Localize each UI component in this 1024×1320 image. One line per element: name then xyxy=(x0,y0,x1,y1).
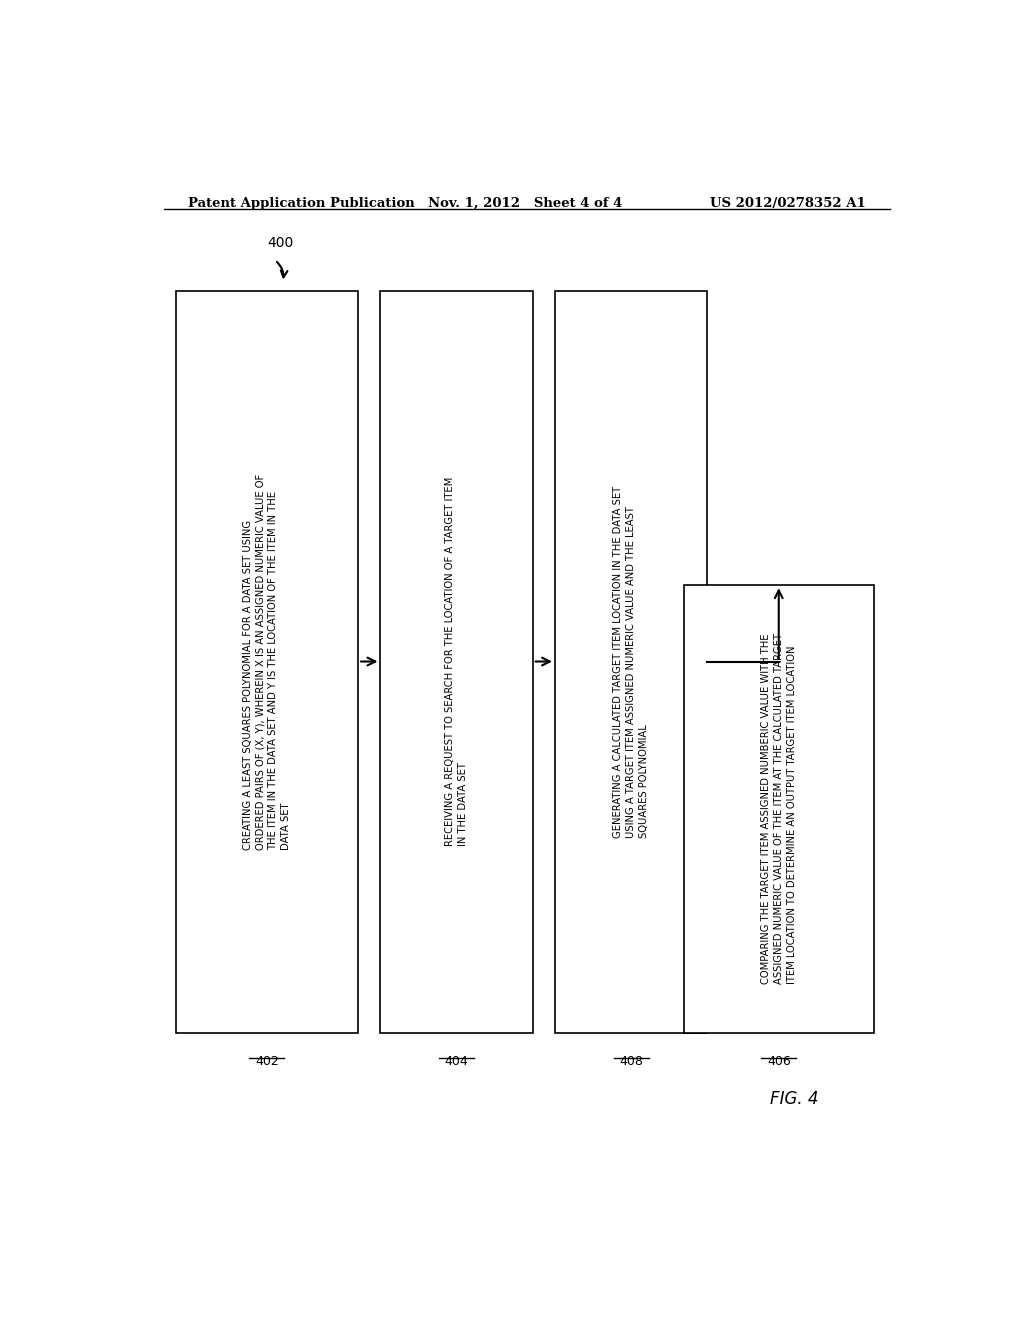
Text: FIG. 4: FIG. 4 xyxy=(770,1089,819,1107)
Text: Patent Application Publication: Patent Application Publication xyxy=(187,197,415,210)
Text: GENERATING A CALCULATED TARGET ITEM LOCATION IN THE DATA SET
USING A TARGET ITEM: GENERATING A CALCULATED TARGET ITEM LOCA… xyxy=(613,486,649,838)
Text: 408: 408 xyxy=(620,1055,643,1068)
Bar xyxy=(555,290,708,1032)
Bar xyxy=(176,290,358,1032)
Text: 400: 400 xyxy=(267,236,293,249)
Text: 406: 406 xyxy=(767,1055,791,1068)
Text: US 2012/0278352 A1: US 2012/0278352 A1 xyxy=(711,197,866,210)
Text: Nov. 1, 2012   Sheet 4 of 4: Nov. 1, 2012 Sheet 4 of 4 xyxy=(428,197,622,210)
Bar xyxy=(684,585,873,1032)
Text: 404: 404 xyxy=(444,1055,468,1068)
Text: COMPARING THE TARGET ITEM ASSIGNED NUMBERIC VALUE WITH THE
ASSIGNED NUMERIC VALU: COMPARING THE TARGET ITEM ASSIGNED NUMBE… xyxy=(761,634,797,985)
Text: CREATING A LEAST SQUARES POLYNOMIAL FOR A DATA SET USING
ORDERED PAIRS OF (X, Y): CREATING A LEAST SQUARES POLYNOMIAL FOR … xyxy=(243,474,291,850)
Text: 402: 402 xyxy=(255,1055,279,1068)
Bar xyxy=(380,290,532,1032)
Text: RECEIVING A REQUEST TO SEARCH FOR THE LOCATION OF A TARGET ITEM
IN THE DATA SET: RECEIVING A REQUEST TO SEARCH FOR THE LO… xyxy=(445,477,468,846)
